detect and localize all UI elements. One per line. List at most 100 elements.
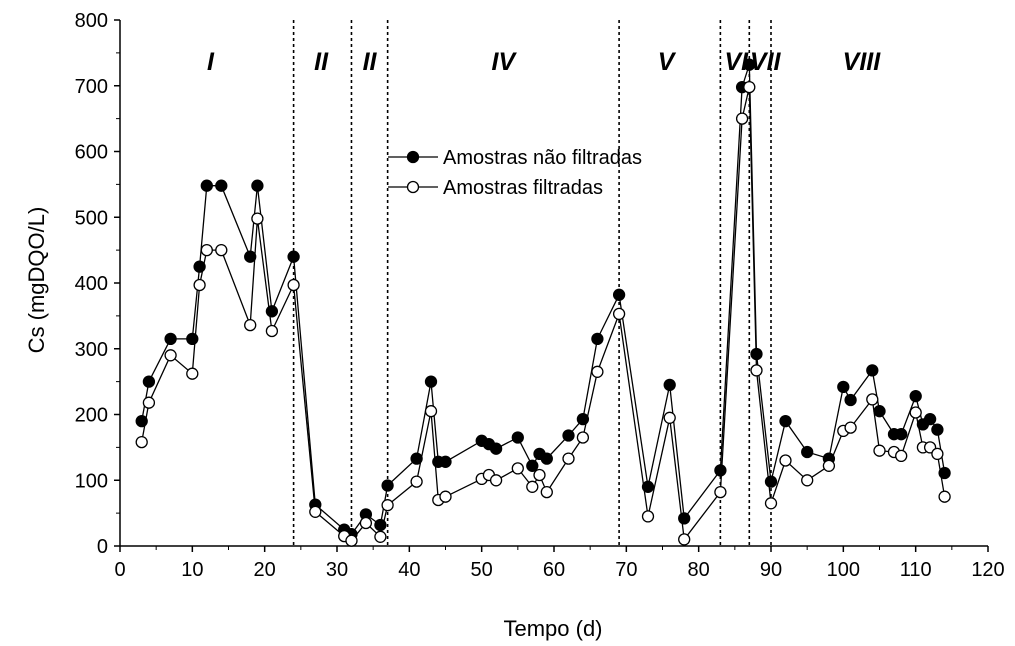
filled-point [576, 412, 590, 426]
open-point [424, 405, 438, 418]
open-point [164, 349, 177, 362]
open-point [345, 534, 358, 547]
y-tick-label: 800 [75, 10, 108, 32]
filled-point [612, 288, 626, 301]
phase-label: II [363, 48, 378, 76]
legend-label: Amostras não filtradas [443, 147, 642, 169]
open-point [533, 468, 546, 482]
phase-label: II [314, 48, 329, 76]
filled-point [938, 466, 951, 480]
open-point [714, 485, 727, 499]
x-tick-label: 80 [688, 559, 710, 581]
open-point [381, 499, 394, 512]
open-point [764, 497, 778, 510]
y-tick-label: 500 [75, 207, 108, 229]
open-point [895, 449, 908, 463]
open-point [200, 243, 213, 257]
legend-item: Amostras não filtradas [388, 147, 642, 169]
open-point [359, 516, 373, 530]
x-tick-label: 30 [326, 559, 348, 581]
legend-marker [406, 150, 420, 164]
y-tick-label: 600 [75, 142, 108, 164]
filled-point [743, 58, 756, 71]
open-point [287, 278, 300, 292]
phase-label: VIII [843, 48, 882, 76]
open-point [265, 324, 279, 338]
y-tick-label: 300 [75, 339, 108, 361]
legend-label: Amostras filtradas [443, 177, 603, 199]
open-point [931, 447, 944, 461]
filled-point [641, 480, 655, 493]
x-tick-label: 10 [181, 559, 203, 581]
open-point [801, 474, 814, 487]
open-point [873, 444, 886, 457]
filled-point [866, 364, 879, 377]
y-tick-label: 200 [75, 405, 108, 427]
open-point [309, 505, 322, 518]
filled-point [663, 378, 676, 392]
open-point [678, 533, 691, 546]
open-point [562, 452, 575, 465]
legend: Amostras não filtradas Amostras filtradas [388, 147, 642, 199]
phase-label: VII [750, 48, 782, 76]
filled-point [200, 179, 213, 192]
filled-point [895, 428, 908, 441]
x-axis-title: Tempo (d) [503, 616, 602, 641]
open-point [135, 435, 148, 449]
filled-point [244, 250, 257, 263]
filled-point [186, 332, 199, 346]
phase-label: VI [724, 48, 749, 76]
series-unfiltered [135, 58, 951, 541]
phase-label: IV [492, 48, 518, 76]
open-point [511, 462, 524, 475]
filled-point [489, 442, 503, 455]
legend-item: Amostras filtradas [388, 177, 603, 199]
filled-point [764, 475, 778, 488]
phase-label: V [658, 48, 677, 76]
open-point [844, 421, 857, 434]
open-point [251, 212, 264, 225]
filled-point [410, 452, 423, 465]
filled-point [215, 179, 228, 192]
open-point [489, 474, 503, 487]
y-axis-title: Cs (mgDQO/L) [24, 207, 49, 354]
open-point [779, 454, 792, 467]
open-point [374, 530, 387, 543]
filled-point [164, 332, 177, 346]
legend-marker [406, 180, 420, 194]
open-point [750, 364, 763, 377]
x-tick-label: 100 [827, 559, 860, 581]
x-tick-label: 0 [114, 559, 125, 581]
open-point [909, 406, 922, 419]
filled-point [923, 412, 937, 426]
filled-point [779, 414, 792, 428]
filled-point [837, 380, 850, 394]
open-point [866, 393, 879, 406]
open-point [410, 475, 423, 488]
y-tick-label: 400 [75, 273, 108, 295]
filled-point [562, 429, 575, 442]
filled-point [439, 455, 452, 468]
open-point [244, 318, 257, 332]
phase-dividers [292, 20, 772, 546]
filled-point [511, 431, 524, 444]
open-point [663, 411, 676, 424]
phase-labels: I II II IV V VI VII VIII [207, 48, 881, 76]
filled-point [909, 389, 922, 403]
open-point [215, 243, 228, 257]
axes: 0 100 200 300 400 500 600 700 800 0 10 20 30 40 50 60 70… [75, 10, 1005, 581]
filled-point [873, 405, 886, 418]
open-point [735, 112, 749, 125]
series-layer [135, 58, 951, 547]
open-point [576, 431, 590, 444]
filled-point [714, 464, 727, 477]
filled-point [801, 445, 814, 459]
filled-point [526, 459, 539, 472]
filled-point [424, 375, 438, 388]
open-point [822, 459, 836, 472]
open-point [938, 490, 951, 503]
x-tick-label: 70 [615, 559, 637, 581]
filled-point [931, 423, 944, 436]
y-tick-label: 100 [75, 470, 108, 492]
